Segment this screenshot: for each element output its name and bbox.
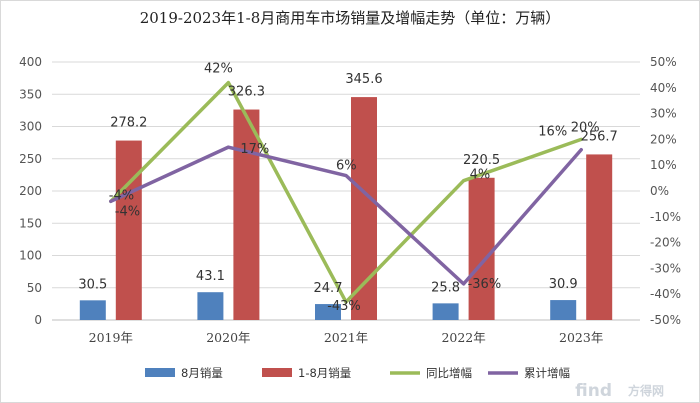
watermark-brand: find — [575, 381, 612, 401]
x-axis: 2019年 2020年 2021年 2022年 2023年 — [52, 319, 640, 345]
chart-title: 2019-2023年1-8月商用车市场销量及增幅走势（单位：万辆） — [140, 9, 561, 27]
bar — [115, 140, 142, 320]
y-left-tick-label: 150 — [19, 216, 42, 230]
line-value-label: -36% — [468, 277, 502, 292]
x-tick-label: 2022年 — [441, 330, 485, 345]
bar — [197, 292, 224, 320]
legend: 8月销量 1-8月销量 同比增幅 累计增幅 — [145, 366, 570, 380]
bar — [79, 300, 106, 320]
legend-swatch — [262, 368, 292, 377]
bar-value-label: 24.7 — [314, 281, 343, 296]
legend-label: 累计增幅 — [524, 366, 570, 380]
line-value-label: 4% — [470, 168, 491, 183]
line-series-path — [109, 145, 583, 286]
legend-swatch — [145, 368, 175, 377]
y-left-tick-label: 300 — [19, 120, 42, 134]
y-right-tick-label: 40% — [650, 81, 677, 95]
bar-value-label: 278.2 — [110, 116, 147, 131]
y-right-tick-label: -30% — [650, 261, 681, 275]
line-series — [109, 80, 583, 304]
bar — [351, 97, 377, 320]
bar — [550, 300, 577, 320]
y-right-tick-label: 20% — [650, 132, 677, 146]
legend-label: 同比增幅 — [426, 366, 472, 380]
y-left-tick-label: 400 — [19, 55, 42, 69]
line-value-label: -4% — [115, 204, 140, 219]
line-series-path — [109, 80, 583, 304]
y-axis-left: 0 50 100 150 200 250 300 350 400 — [19, 55, 42, 327]
y-left-tick-label: 0 — [34, 313, 42, 327]
line-value-label: -4% — [109, 188, 134, 203]
bar-value-label: 30.5 — [78, 277, 107, 292]
watermark: find 方得网 — [575, 381, 664, 401]
y-right-tick-label: -10% — [650, 210, 681, 224]
bar-value-label: 25.8 — [431, 280, 460, 295]
line-value-label: 16% — [538, 125, 567, 140]
bar — [432, 303, 459, 320]
line-value-label: 42% — [204, 62, 233, 77]
x-tick-label: 2023年 — [559, 330, 603, 345]
watermark-brand-cn: 方得网 — [628, 383, 664, 398]
bar — [315, 304, 341, 320]
bar-value-label: 43.1 — [196, 269, 225, 284]
y-right-tick-label: -40% — [650, 287, 681, 301]
y-left-tick-label: 200 — [19, 184, 42, 198]
bar-value-label: 220.5 — [463, 153, 500, 168]
bar-value-label: 30.9 — [549, 277, 578, 292]
y-left-tick-label: 50 — [27, 281, 42, 295]
data-labels: 30.5 43.1 24.7 25.8 30.9 278.2 326.3 345.6 220.5… — [78, 62, 617, 314]
y-right-tick-label: 10% — [650, 158, 677, 172]
line-value-label: 17% — [240, 142, 269, 157]
legend-label: 8月销量 — [181, 366, 223, 380]
y-left-tick-label: 250 — [19, 152, 42, 166]
x-tick-label: 2019年 — [89, 330, 133, 345]
legend-label: 1-8月销量 — [298, 366, 351, 380]
x-tick-label: 2020年 — [206, 330, 250, 345]
bar-value-label: 256.7 — [581, 129, 618, 144]
line-value-label: 20% — [571, 120, 600, 135]
line-value-label: -43% — [327, 299, 361, 314]
y-right-tick-label: -50% — [650, 313, 681, 327]
y-right-tick-label: 50% — [650, 55, 677, 69]
y-axis-right: -50% -40% -30% -20% -10% 0% 10% 20% 30% 40% 50% — [650, 55, 681, 327]
bar-value-label: 326.3 — [228, 85, 265, 100]
bar-value-label: 345.6 — [345, 72, 382, 87]
line-value-label: 6% — [336, 159, 357, 174]
y-left-tick-label: 350 — [19, 87, 42, 101]
y-left-tick-label: 100 — [19, 249, 42, 263]
y-right-tick-label: 0% — [650, 184, 669, 198]
bar — [586, 154, 613, 320]
y-right-tick-label: 30% — [650, 107, 677, 121]
bar — [468, 177, 495, 320]
x-tick-label: 2021年 — [324, 330, 368, 345]
y-right-tick-label: -20% — [650, 236, 681, 250]
bar — [233, 109, 260, 320]
